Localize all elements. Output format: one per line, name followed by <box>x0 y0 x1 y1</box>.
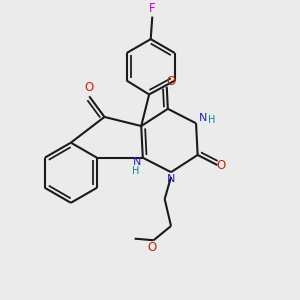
Text: N: N <box>133 158 141 167</box>
Text: O: O <box>84 81 94 94</box>
Text: F: F <box>149 2 156 15</box>
Text: N: N <box>167 174 176 184</box>
Text: H: H <box>208 115 215 125</box>
Text: O: O <box>167 76 176 88</box>
Text: O: O <box>147 241 157 254</box>
Text: O: O <box>217 159 226 172</box>
Text: N: N <box>199 113 208 124</box>
Text: H: H <box>131 166 139 176</box>
